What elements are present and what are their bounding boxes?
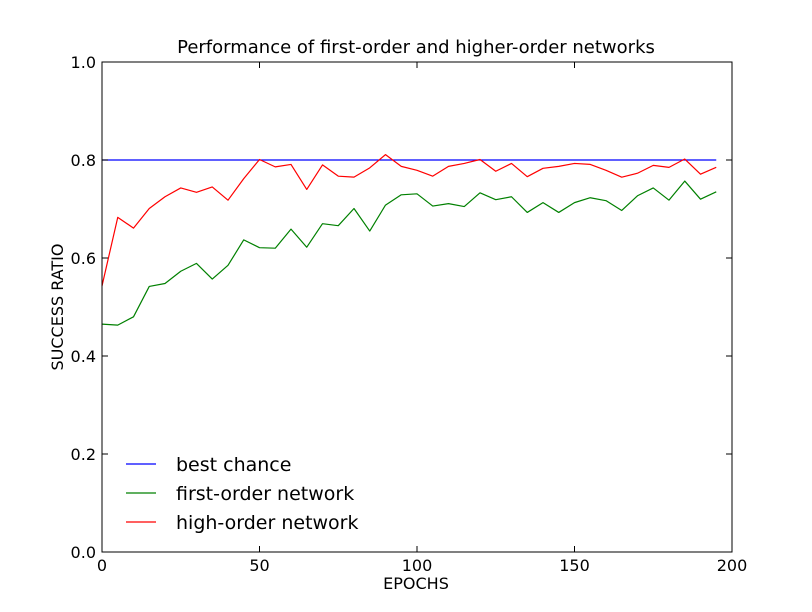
x-tick-label: 150	[559, 556, 590, 575]
y-tick-label: 0.6	[71, 249, 96, 268]
x-tick-label: 100	[402, 556, 433, 575]
legend-label-first-order-network: first-order network	[176, 483, 354, 505]
y-tick-label: 0.2	[71, 445, 96, 464]
plot-area-frame	[101, 61, 733, 553]
x-tick-label: 0	[97, 556, 107, 575]
series-line-first-order-network	[101, 180, 717, 326]
y-tick-label: 0.8	[71, 151, 96, 170]
ticks-layer: 0 50 100 150 200 0.0 0.2 0.4 0.6 0.8 1.0	[71, 53, 748, 575]
legend-label-best-chance: best chance	[176, 454, 291, 476]
series-layer	[101, 154, 717, 326]
y-tick-label: 1.0	[71, 53, 96, 72]
series-line-high-order-network	[101, 154, 717, 287]
y-tick-label: 0.0	[71, 543, 96, 562]
y-axis-label: SUCCESS RATIO	[48, 244, 67, 371]
legend: best chance first-order network high-order…	[126, 454, 359, 534]
legend-label-high-order-network: high-order network	[176, 512, 359, 534]
chart-title: Performance of first-order and higher-or…	[177, 37, 655, 58]
x-tick-label: 200	[717, 556, 748, 575]
x-axis-label: EPOCHS	[383, 574, 449, 593]
y-tick-label: 0.4	[71, 347, 96, 366]
x-tick-label: 50	[249, 556, 269, 575]
